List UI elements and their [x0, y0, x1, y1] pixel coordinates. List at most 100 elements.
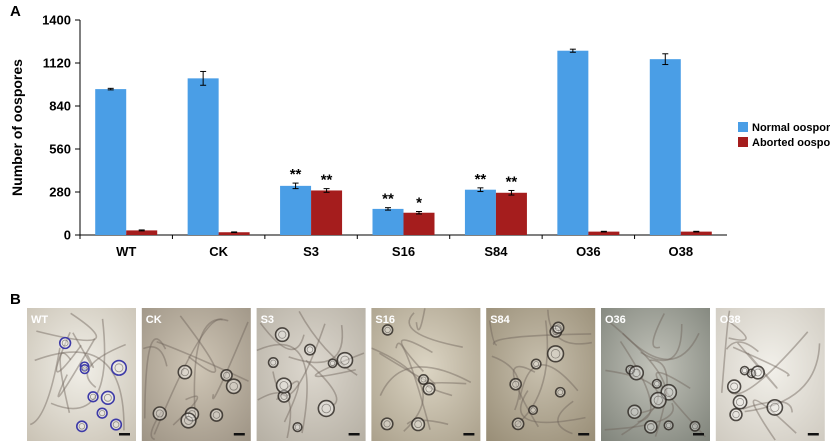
hypha-strand: [649, 359, 668, 437]
hypha-strand: [488, 320, 498, 346]
bar-aborted: [218, 232, 250, 235]
oospore: [225, 378, 242, 395]
oospore: [58, 336, 72, 350]
x-tick-label: WT: [116, 244, 136, 259]
scale-bar: [233, 433, 245, 436]
hypha-strand: [72, 332, 95, 368]
oospore: [110, 418, 123, 431]
hypha-strand: [622, 332, 700, 361]
bar-aborted: [403, 212, 435, 235]
hypha-strand: [619, 341, 652, 423]
oospore-wall: [691, 423, 698, 430]
oospore-wall: [180, 368, 189, 377]
hypha-strand: [29, 347, 61, 426]
hypha-strand: [408, 312, 463, 348]
hypha-strand: [179, 315, 217, 373]
oospore: [766, 398, 784, 416]
micrograph-s16: S16: [371, 308, 481, 441]
hypha-strand: [736, 342, 778, 389]
oospore-wall: [383, 420, 391, 428]
hypha-strand: [492, 333, 592, 346]
oospore-wall: [89, 393, 97, 400]
oospore: [411, 417, 426, 432]
micrograph-background: [601, 308, 710, 441]
oospore: [651, 378, 662, 389]
bar-normal: [464, 189, 496, 235]
bar-normal: [280, 185, 312, 235]
hypha-strand: [605, 369, 659, 436]
oospore-wall: [554, 324, 562, 332]
x-tick-label: S84: [484, 244, 508, 259]
oospore: [552, 321, 565, 334]
oospore-wall: [665, 422, 672, 429]
oospore-wall: [530, 407, 536, 413]
oospore: [509, 377, 522, 391]
oospore: [750, 365, 765, 380]
oospore: [422, 382, 436, 396]
micrograph-label: S16: [375, 314, 395, 326]
oospore: [739, 365, 750, 376]
oospore-wall: [212, 411, 221, 419]
legend-label: Normal oospores: [752, 122, 830, 134]
hypha-strand: [519, 390, 586, 424]
oospore-wall: [514, 420, 522, 428]
micrograph-s84: S84: [486, 308, 596, 441]
oospore-wall: [306, 346, 314, 353]
oospore-wall: [753, 368, 762, 377]
bar-aborted: [126, 230, 158, 235]
oospore-wall: [533, 361, 540, 368]
hypha-strand: [379, 366, 472, 396]
oospore: [274, 327, 290, 343]
significance-marker: **: [475, 171, 487, 188]
bar-aborted: [680, 231, 712, 235]
scale-bar: [119, 433, 130, 436]
oospore: [100, 390, 116, 405]
hypha-strand: [193, 318, 229, 412]
y-tick-label: 0: [64, 228, 71, 243]
y-tick-label: 1400: [42, 13, 71, 28]
y-axis-title: Number of oospores: [9, 59, 25, 196]
hypha-strand: [59, 352, 72, 414]
hypha-strand: [605, 318, 667, 414]
hypha-strand: [725, 341, 759, 353]
oospore-wall: [732, 410, 740, 419]
oospore: [381, 324, 394, 336]
hypha-strand: [150, 411, 163, 441]
micrograph-ck: CK: [141, 308, 251, 441]
hypha-strand: [720, 310, 731, 393]
oospore-wall: [340, 355, 350, 365]
hypha-strand: [259, 322, 305, 351]
oospore-wall: [114, 363, 124, 373]
y-tick-label: 1120: [43, 56, 71, 71]
micrograph-background: [715, 308, 825, 441]
oospore: [380, 417, 394, 431]
oospore: [530, 358, 542, 370]
hypha-strand: [752, 399, 797, 441]
hypha-strand: [153, 318, 223, 435]
hypha-strand: [57, 338, 96, 398]
oospore: [663, 420, 674, 431]
oospore-wall: [78, 423, 86, 430]
oospore: [292, 422, 303, 433]
micrograph-s3: S3: [256, 308, 366, 441]
significance-marker: **: [290, 166, 302, 183]
panel-a-letter: A: [10, 3, 21, 20]
oospore: [511, 417, 525, 431]
hypha-strand: [640, 323, 683, 362]
scale-bar: [348, 433, 360, 436]
x-tick-label: O36: [576, 244, 601, 259]
hypha-strand: [275, 380, 300, 423]
oospore: [267, 357, 279, 369]
micrograph-label: S84: [490, 314, 510, 326]
hypha-strand: [86, 343, 126, 389]
legend-swatch: [738, 122, 748, 132]
oospore-wall: [61, 339, 69, 347]
legend-label: Aborted oospores: [752, 137, 830, 149]
x-tick-label: S16: [392, 244, 415, 259]
hypha-strand: [395, 342, 431, 430]
oospore-wall: [321, 403, 332, 414]
oospore: [628, 365, 645, 381]
oospore-wall: [632, 368, 641, 378]
oospore: [528, 404, 539, 416]
oospore-wall: [557, 389, 564, 396]
